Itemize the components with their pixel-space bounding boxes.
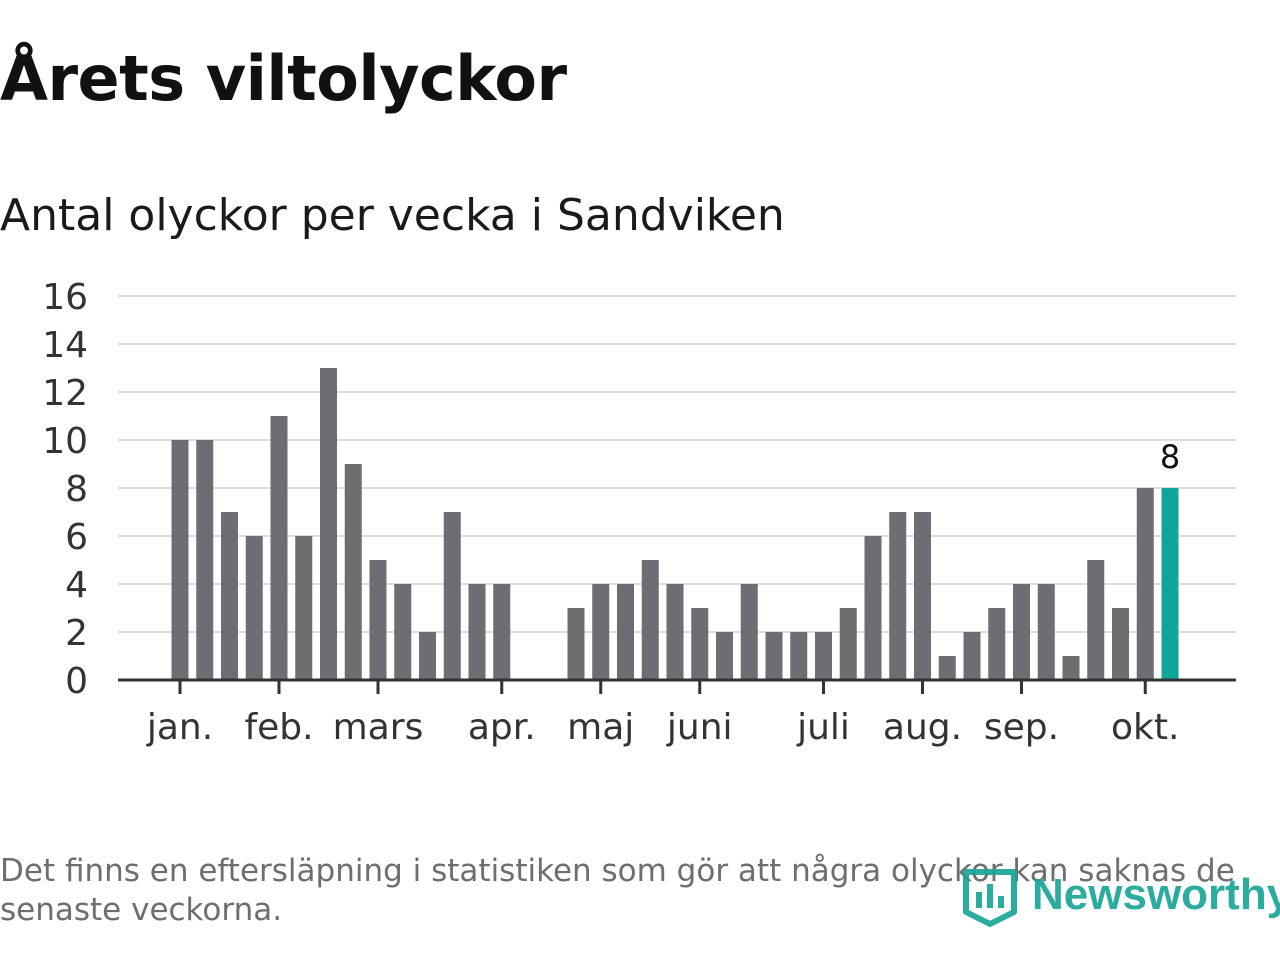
- grid-lines: [118, 295, 1236, 633]
- bar-week-3: [221, 512, 238, 680]
- bar-week-33: [963, 632, 981, 680]
- bar-week-25: [765, 632, 783, 680]
- bar-week-13: [468, 584, 486, 680]
- y-tick-label-14: 14: [42, 325, 88, 366]
- x-tick-label-mars: mars: [333, 707, 424, 748]
- bar-week-32: [938, 656, 956, 680]
- bar-week-18: [592, 584, 610, 680]
- y-tick-label-4: 4: [65, 565, 88, 606]
- bar-week-39: [1112, 608, 1129, 680]
- footnote: Det finns en eftersläpning i statistiken…: [0, 853, 1235, 928]
- bar-week-24: [740, 584, 758, 680]
- bar-week-4: [245, 536, 263, 680]
- y-axis-ticks: 0 2 4 6 8 10 12 14 16: [42, 277, 88, 702]
- bar-week-34: [988, 608, 1006, 680]
- bar-week-30: [889, 512, 907, 680]
- bar-chart: 0 2 4 6 8 10 12 14 16 jan. feb. mars apr. maj juni jul…: [42, 277, 1236, 748]
- bar-week-14: [493, 584, 511, 680]
- bar-week-9: [369, 560, 387, 680]
- y-tick-label-12: 12: [42, 373, 88, 414]
- bar-week-2: [196, 440, 214, 680]
- bar-week-40: [1136, 488, 1154, 680]
- x-tick-label-apr.: apr.: [468, 707, 536, 748]
- bar-week-19: [617, 584, 634, 680]
- x-tick-label-juli: juli: [796, 707, 850, 748]
- newsworthy-logo-icon: [963, 869, 1017, 927]
- bar-week-1: [171, 440, 189, 680]
- y-tick-label-0: 0: [65, 661, 88, 702]
- y-tick-label-2: 2: [65, 613, 88, 654]
- bar-week-28: [839, 608, 857, 680]
- bar-week-23: [716, 632, 733, 680]
- chart-subtitle: Antal olyckor per vecka i Sandviken: [0, 190, 785, 241]
- y-tick-label-8: 8: [65, 469, 88, 510]
- bar-week-29: [864, 536, 882, 680]
- bars: [171, 368, 1179, 680]
- bar-week-22: [691, 608, 709, 680]
- x-tick-label-sep.: sep.: [984, 707, 1059, 748]
- bar-week-20: [641, 560, 659, 680]
- bar-week-35: [1013, 584, 1030, 680]
- bar-week-6: [295, 536, 313, 680]
- x-tick-label-aug.: aug.: [883, 707, 962, 748]
- x-tick-label-feb.: feb.: [244, 707, 313, 748]
- bar-week-11: [419, 632, 436, 680]
- bar-week-17: [567, 608, 585, 680]
- bar-week-5: [270, 416, 288, 680]
- y-tick-label-6: 6: [65, 517, 88, 558]
- bar-week-31: [914, 512, 931, 680]
- bar-week-12: [443, 512, 461, 680]
- newsworthy-logo[interactable]: Newsworthy: [962, 862, 1280, 928]
- data-labels: 8: [1160, 438, 1180, 476]
- chart-title: Årets viltolyckor: [0, 42, 567, 115]
- x-tick-label-okt.: okt.: [1111, 707, 1179, 748]
- x-axis: jan. feb. mars apr. maj juni juli aug. sep. okt.: [118, 678, 1236, 748]
- y-tick-label-10: 10: [42, 421, 88, 462]
- bar-week-37: [1062, 656, 1080, 680]
- newsworthy-logo-text: Newsworthy: [1032, 870, 1280, 919]
- highlight-bar-week-41: [1161, 488, 1179, 680]
- x-tick-label-juni: juni: [666, 707, 733, 748]
- bar-week-38: [1087, 560, 1105, 680]
- bar-week-36: [1037, 584, 1055, 680]
- bar-week-21: [666, 584, 684, 680]
- y-tick-label-16: 16: [42, 277, 88, 318]
- highlight-data-label: 8: [1160, 438, 1180, 476]
- bar-week-27: [815, 632, 832, 680]
- bar-week-7: [320, 368, 337, 680]
- bar-week-10: [394, 584, 412, 680]
- x-tick-label-jan.: jan.: [146, 707, 213, 748]
- bar-week-8: [344, 464, 362, 680]
- bar-week-26: [790, 632, 808, 680]
- x-tick-label-maj: maj: [567, 707, 634, 748]
